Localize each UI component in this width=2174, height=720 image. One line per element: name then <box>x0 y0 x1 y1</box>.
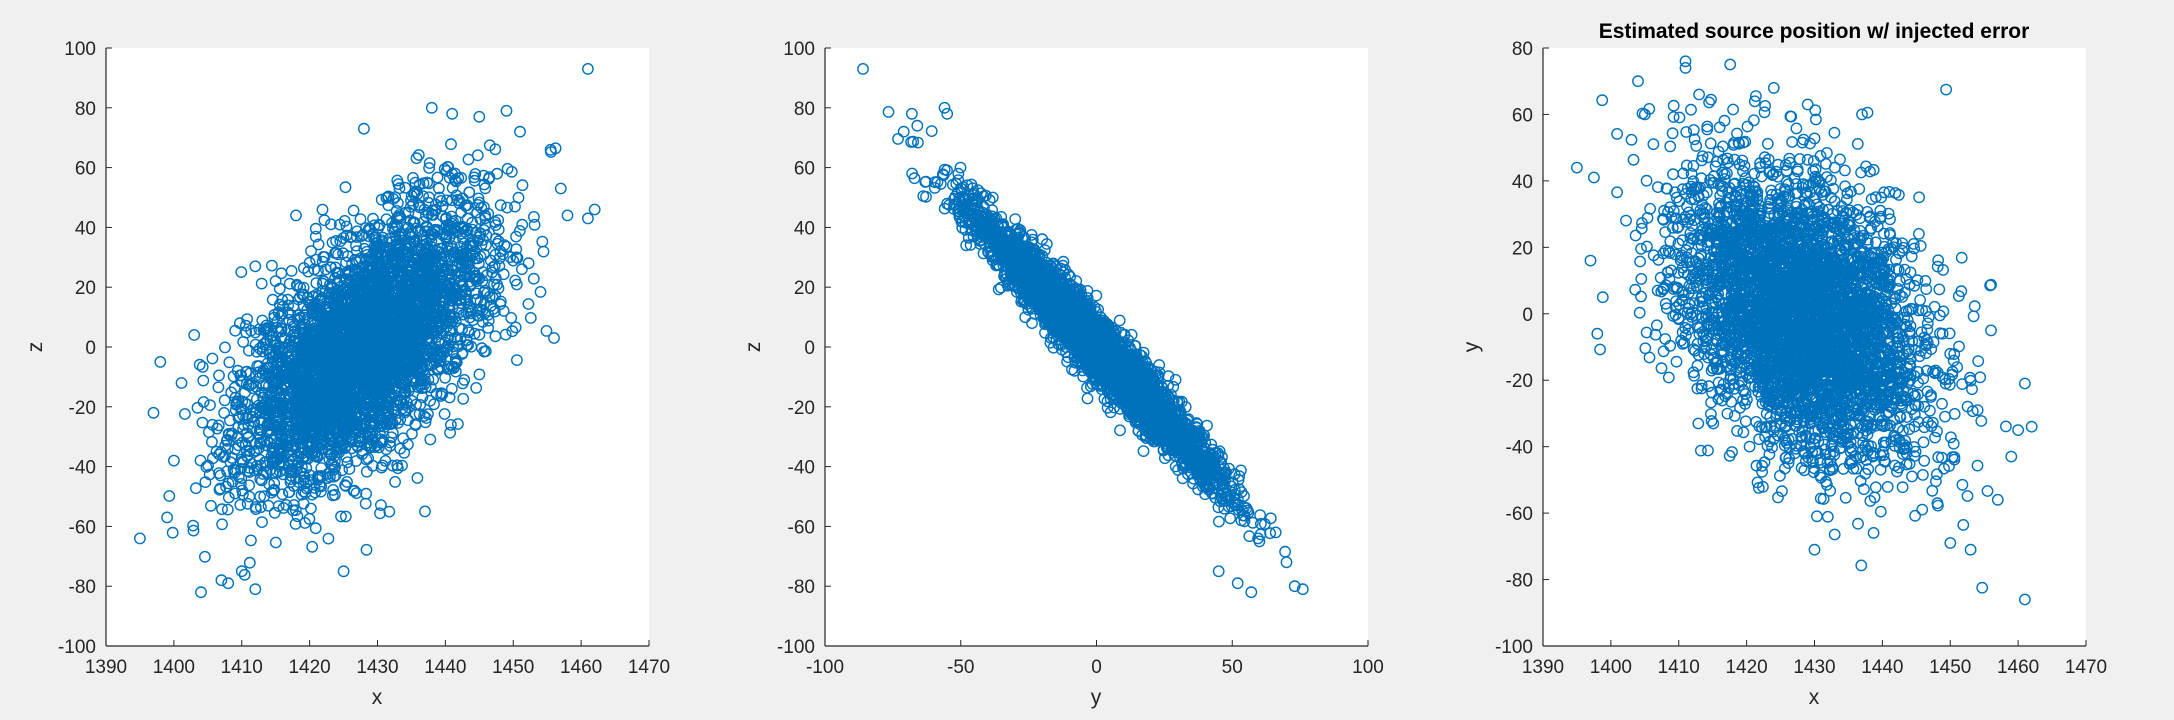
scatter-point <box>473 368 486 381</box>
x-tick-label: 1410 <box>221 657 263 678</box>
x-tick-label: 1420 <box>288 657 330 678</box>
scatter-point <box>294 281 306 294</box>
scatter-point <box>327 483 339 496</box>
y-tick-label: -100 <box>58 637 96 658</box>
subplot-1-points <box>133 63 601 599</box>
scatter-point <box>411 472 424 484</box>
y-tick-label: 80 <box>75 99 96 120</box>
scatter-point <box>235 565 248 578</box>
y-tick-label: -60 <box>69 517 96 538</box>
scatter-point <box>200 460 213 473</box>
scatter-point <box>178 408 191 420</box>
y-tick-label: -80 <box>69 577 96 598</box>
y-tick-label: 20 <box>75 278 96 299</box>
x-tick-label: 1400 <box>153 657 195 678</box>
subplot-1-y-axis-label: z <box>24 342 47 353</box>
scatter-point <box>491 167 503 180</box>
scatter-point <box>291 510 304 523</box>
scatter-point <box>216 503 228 516</box>
scatter-point <box>389 475 401 488</box>
x-tick-label: 1460 <box>560 657 602 678</box>
scatter-point <box>324 218 337 231</box>
subplot-1: 1390 1400 1410 1420 1430 1440 1450 1460 1470 -100… <box>24 39 670 709</box>
scatter-point <box>360 465 373 478</box>
y-tick-label: 100 <box>64 39 96 60</box>
x-tick-label: 1390 <box>85 657 127 678</box>
scatter-point <box>198 550 211 563</box>
scatter-point <box>238 568 251 581</box>
scatter-point <box>374 507 386 520</box>
scatter-point <box>254 473 267 486</box>
subplot-2: -100 -50 0 50 100-100-80-60-40-2002040608010… <box>742 39 1384 709</box>
x-tick-label: 1430 <box>356 657 398 678</box>
x-tick-label: 1440 <box>424 657 466 678</box>
scatter-point <box>501 201 513 214</box>
scatter-point <box>457 392 470 405</box>
scatter-point <box>396 459 408 472</box>
y-tick-label: 40 <box>75 218 96 239</box>
y-tick-label: 60 <box>75 159 96 180</box>
subplot-1-x-axis-label: x <box>372 686 383 709</box>
y-tick-label: -20 <box>69 398 96 419</box>
scatter-point <box>244 534 257 547</box>
y-tick-label: -40 <box>69 458 96 479</box>
x-tick-label: 1470 <box>628 657 670 678</box>
y-tick-label: 0 <box>85 338 96 359</box>
scatter-point <box>438 408 451 420</box>
x-tick-label: 1450 <box>492 657 534 678</box>
scatter-point <box>258 490 271 503</box>
scatter-point <box>235 453 248 466</box>
